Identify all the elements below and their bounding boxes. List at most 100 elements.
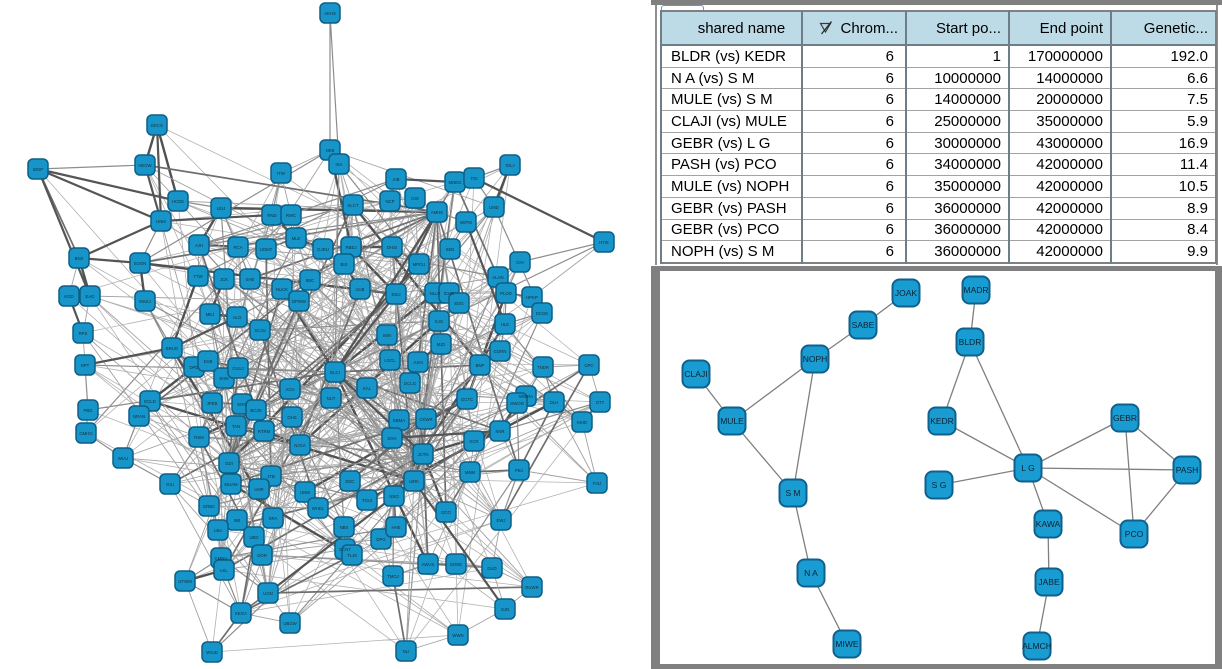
svg-text:KRO: KRO [237, 402, 247, 407]
svg-text:RWC: RWC [286, 213, 296, 218]
svg-text:TTW: TTW [193, 274, 203, 279]
svg-text:ISA: ISA [336, 162, 343, 167]
svg-text:AIB: AIB [393, 177, 400, 182]
svg-text:JTB: JTB [267, 474, 275, 479]
svg-text:RBEJ: RBEJ [346, 245, 357, 250]
svg-text:HCDE: HCDE [172, 199, 184, 204]
svg-text:EIKJ: EIKJ [391, 292, 400, 297]
svg-text:DHSI: DHSI [387, 245, 397, 250]
svg-text:KAL: KAL [363, 386, 372, 391]
svg-text:DCLG: DCLG [404, 381, 417, 386]
svg-text:WWN: WWN [452, 633, 463, 638]
svg-text:GIS: GIS [411, 196, 419, 201]
svg-text:CCNT: CCNT [339, 547, 351, 552]
svg-text:ACH: ACH [285, 387, 294, 392]
svg-text:AKHS: AKHS [324, 11, 336, 16]
svg-text:UUB: UUB [355, 287, 364, 292]
svg-text:CUUJ: CUUJ [232, 366, 243, 371]
svg-text:UED: UED [249, 535, 258, 540]
svg-text:EBMA: EBMA [393, 418, 405, 423]
svg-text:L G: L G [1021, 463, 1034, 473]
svg-text:SHE: SHE [246, 277, 255, 282]
svg-text:KEGA: KEGA [235, 611, 247, 616]
svg-text:MJD: MJD [437, 342, 446, 347]
svg-text:MNEG: MNEG [449, 180, 463, 185]
svg-text:AJHI: AJHI [413, 360, 422, 365]
svg-text:GRBC: GRBC [203, 504, 215, 509]
svg-text:NSO: NSO [389, 494, 399, 499]
svg-text:HEOW: HEOW [138, 163, 152, 168]
svg-text:MIWE: MIWE [835, 639, 858, 649]
svg-text:N A: N A [804, 568, 818, 578]
svg-text:UMD: UMD [489, 205, 499, 210]
svg-text:PCO: PCO [1125, 529, 1144, 539]
svg-text:HTIE: HTIE [599, 240, 609, 245]
svg-text:BRUG: BRUG [166, 346, 179, 351]
svg-text:S G: S G [932, 480, 947, 490]
svg-text:TAN: TAN [232, 424, 240, 429]
svg-text:KAWA: KAWA [1036, 519, 1061, 529]
svg-text:HPKP: HPKP [526, 295, 538, 300]
svg-text:EECS: EECS [151, 123, 163, 128]
svg-text:DLH: DLH [550, 400, 559, 405]
svg-text:OCO: OCO [441, 510, 451, 515]
svg-text:NKB: NKB [326, 148, 335, 153]
svg-text:DOEE: DOEE [450, 562, 462, 567]
svg-text:LGCL: LGCL [384, 358, 396, 363]
svg-text:GWOG: GWOG [510, 401, 525, 406]
svg-text:SABE: SABE [852, 320, 875, 330]
svg-text:CKWR: CKWR [419, 417, 432, 422]
svg-text:BNP: BNP [476, 363, 485, 368]
svg-text:UGN: UGN [263, 591, 273, 596]
svg-text:AWUS: AWUS [422, 562, 435, 567]
svg-text:GOR: GOR [257, 553, 267, 558]
svg-text:TOI: TOI [470, 176, 477, 181]
svg-text:KNR: KNR [495, 429, 504, 434]
svg-text:NLLP: NLLP [430, 291, 441, 296]
svg-text:BNS: BNS [75, 256, 84, 261]
svg-text:NBS: NBS [340, 525, 349, 530]
svg-text:LEIJ: LEIJ [217, 206, 226, 211]
svg-text:RND: RND [267, 213, 276, 218]
svg-text:ALMCH: ALMCH [1022, 641, 1052, 651]
svg-text:EDC: EDC [345, 479, 354, 484]
svg-text:GEBR: GEBR [1113, 413, 1137, 423]
svg-text:SEN: SEN [446, 247, 455, 252]
svg-text:LKL: LKL [220, 568, 228, 573]
svg-text:SCJU: SCJU [254, 328, 265, 333]
svg-text:MPCU: MPCU [413, 262, 426, 267]
svg-text:ELCI: ELCI [330, 370, 340, 375]
svg-text:ALO: ALO [233, 315, 242, 320]
svg-text:WHEL: WHEL [312, 506, 325, 511]
svg-text:GJN: GJN [501, 607, 510, 612]
svg-text:MNM: MNM [465, 470, 476, 475]
svg-text:OAI: OAI [516, 260, 523, 265]
svg-text:CMNU: CMNU [215, 556, 228, 561]
svg-text:HLE: HLE [501, 322, 509, 327]
svg-text:PBG: PBG [83, 408, 93, 413]
svg-text:SOON: SOON [134, 261, 147, 266]
svg-text:PJIJ: PJIJ [593, 481, 601, 486]
svg-text:IOLJ: IOLJ [505, 163, 514, 168]
svg-text:NUT: NUT [327, 396, 336, 401]
svg-text:EDG: EDG [454, 301, 464, 306]
svg-text:DUD: DUD [487, 566, 496, 571]
svg-text:IMN: IMN [383, 333, 391, 338]
svg-text:AMHK: AMHK [431, 210, 444, 215]
svg-text:GCTC: GCTC [461, 397, 473, 402]
svg-text:UIRK: UIRK [409, 479, 419, 484]
svg-text:BIS: BIS [341, 262, 348, 267]
svg-text:WIUD: WIUD [206, 650, 217, 655]
svg-text:DAB: DAB [204, 359, 213, 364]
svg-text:S M: S M [785, 488, 800, 498]
svg-text:RSM: RSM [194, 435, 204, 440]
svg-text:MADR: MADR [963, 285, 988, 295]
svg-text:IBIC: IBIC [306, 278, 314, 283]
svg-text:GDI: GDI [225, 461, 233, 466]
svg-text:GIU: GIU [166, 482, 174, 487]
svg-text:WWRA: WWRA [519, 394, 533, 399]
svg-text:BLDR: BLDR [959, 337, 982, 347]
svg-text:NRAN: NRAN [133, 414, 145, 419]
svg-text:HHE: HHE [391, 525, 400, 530]
svg-text:ALAN: ALAN [492, 275, 503, 280]
